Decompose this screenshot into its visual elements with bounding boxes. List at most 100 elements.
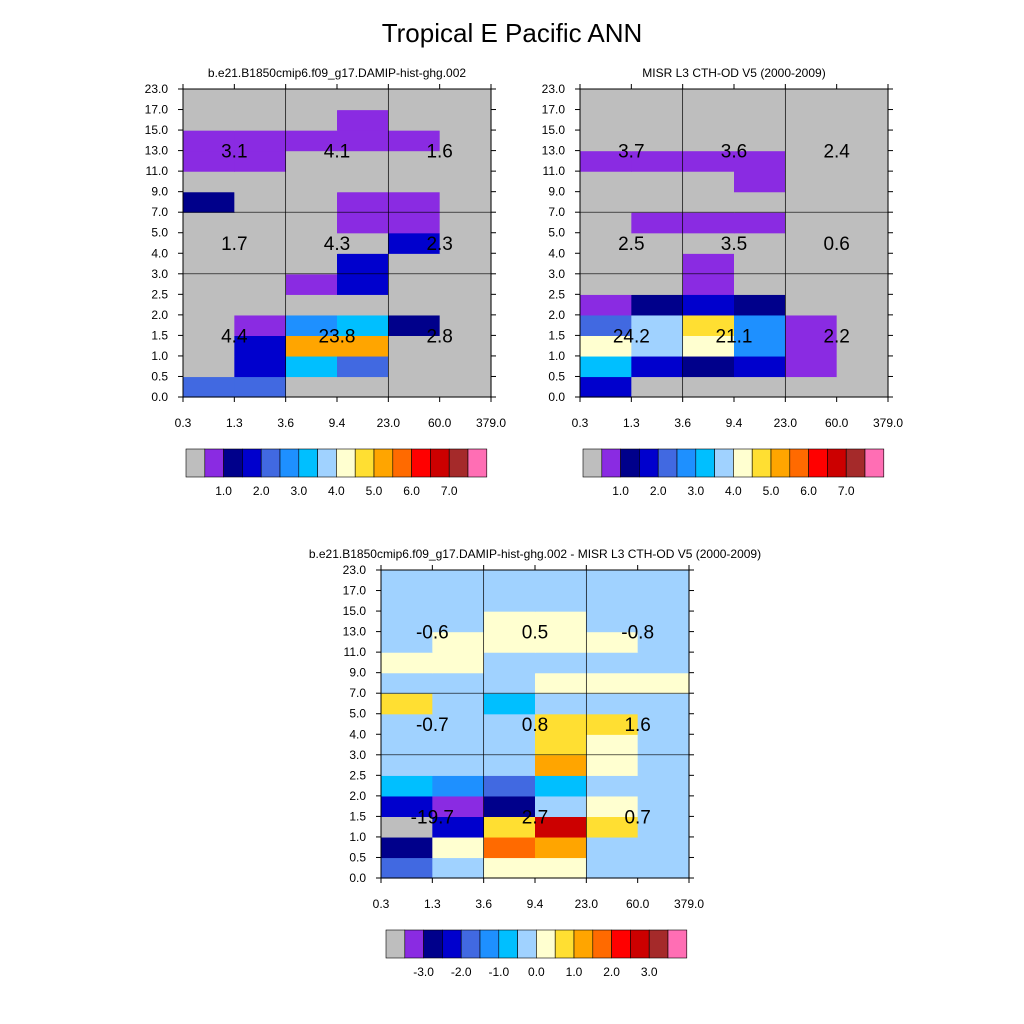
heatmap-cell <box>631 355 684 378</box>
heatmap-cell <box>785 150 838 172</box>
heatmap-cell <box>734 355 786 378</box>
y-tick-label: 0.0 <box>151 390 168 404</box>
block-value-label: -0.7 <box>416 715 449 736</box>
heatmap-cell <box>234 355 287 378</box>
y-tick-label: 3.0 <box>548 267 565 281</box>
heatmap-cell <box>388 294 441 316</box>
heatmap-cell <box>682 109 735 131</box>
y-tick-label: 1.0 <box>151 349 168 363</box>
heatmap-cell <box>580 335 632 357</box>
y-tick-label: 0.5 <box>151 369 168 383</box>
colorbar-box <box>204 448 224 478</box>
colorbar-box <box>298 448 318 478</box>
y-tick-label: 7.0 <box>151 205 168 219</box>
heatmap-cell <box>337 171 389 193</box>
heatmap-cell <box>337 253 389 275</box>
heatmap-cell <box>183 273 235 295</box>
x-tick-label: 9.4 <box>527 897 544 911</box>
heatmap-cell <box>234 273 287 295</box>
block-value-label: 4.1 <box>324 142 350 163</box>
heatmap-cell <box>439 355 492 378</box>
heatmap-cell <box>183 89 235 111</box>
heatmap-cell <box>432 713 485 735</box>
colorbar-label: 6.0 <box>403 484 420 498</box>
heatmap-cell <box>734 294 786 316</box>
colorbar-label: 2.0 <box>603 965 620 979</box>
colorbar-box <box>404 929 424 959</box>
colorbar-box <box>676 448 697 478</box>
heatmap-cell <box>388 171 441 193</box>
y-tick-label: 1.5 <box>548 328 565 342</box>
heatmap-cell <box>432 570 485 592</box>
heatmap-cell <box>785 232 838 254</box>
heatmap-cell <box>337 355 389 378</box>
heatmap-cell <box>637 857 690 879</box>
heatmap-cell <box>734 171 786 193</box>
heatmap-cell <box>337 130 389 152</box>
colorbar-box <box>657 448 678 478</box>
heatmap-cell <box>637 713 690 735</box>
heatmap-cell <box>234 191 287 213</box>
heatmap-cell <box>381 816 433 838</box>
heatmap-cell <box>637 590 690 612</box>
heatmap-cell <box>183 232 235 254</box>
y-tick-label: 5.0 <box>349 707 366 721</box>
heatmap-cell <box>535 713 587 735</box>
heatmap-cell <box>631 253 684 275</box>
colorbar-box <box>317 448 337 478</box>
heatmap-cell <box>285 232 338 254</box>
colorbar-box <box>498 929 518 959</box>
heatmap-cell <box>586 631 639 653</box>
colorbar-label: 7.0 <box>838 484 855 498</box>
heatmap-cell <box>535 734 587 756</box>
heatmap-cell <box>234 294 287 316</box>
heatmap-cell <box>785 355 838 378</box>
heatmap-cell <box>388 109 441 131</box>
heatmap-cell <box>285 89 338 111</box>
heatmap-cell <box>580 89 632 111</box>
heatmap-cell <box>183 130 235 152</box>
heatmap-cell <box>183 191 235 213</box>
y-tick-label: 23.0 <box>343 563 367 577</box>
heatmap-cell <box>535 590 587 612</box>
y-tick-label: 0.5 <box>548 369 565 383</box>
heatmap-cell <box>337 294 389 316</box>
heatmap-cell <box>439 150 492 172</box>
y-tick-label: 1.5 <box>151 328 168 342</box>
y-tick-label: 23.0 <box>542 82 566 96</box>
colorbar-box <box>242 448 262 478</box>
heatmap-cell <box>439 253 492 275</box>
y-tick-label: 15.0 <box>343 604 367 618</box>
heatmap-cell <box>337 273 389 295</box>
colorbar-box <box>582 448 603 478</box>
colorbar-box <box>864 448 885 478</box>
heatmap-cell <box>483 631 536 653</box>
colorbar-label: 4.0 <box>725 484 742 498</box>
colorbar-box <box>467 448 488 478</box>
heatmap-cell <box>183 376 235 398</box>
x-tick-label: 60.0 <box>825 416 849 430</box>
colorbar-box <box>667 929 688 959</box>
heatmap-cell <box>682 294 735 316</box>
x-tick-label: 3.6 <box>277 416 294 430</box>
heatmap-cell <box>183 335 235 357</box>
heatmap-cell <box>535 672 587 694</box>
colorbar-box <box>789 448 809 478</box>
heatmap-cell <box>535 754 587 776</box>
x-tick-label: 3.6 <box>475 897 492 911</box>
heatmap-cell <box>432 631 485 653</box>
heatmap-cell <box>580 355 632 378</box>
block-value-label: 3.5 <box>721 234 747 255</box>
colorbar-box <box>442 929 462 959</box>
heatmap-cell <box>734 212 786 234</box>
heatmap-cell <box>234 212 287 234</box>
heatmap-cell <box>183 171 235 193</box>
heatmap-cell <box>183 150 235 172</box>
heatmap-cell <box>337 109 389 131</box>
block-value-label: 3.1 <box>221 142 247 163</box>
heatmap-cell <box>535 857 587 879</box>
x-tick-label: 23.0 <box>575 897 599 911</box>
colorbar-box <box>845 448 866 478</box>
heatmap-cell <box>734 130 786 152</box>
block-value-label: 3.7 <box>618 142 644 163</box>
